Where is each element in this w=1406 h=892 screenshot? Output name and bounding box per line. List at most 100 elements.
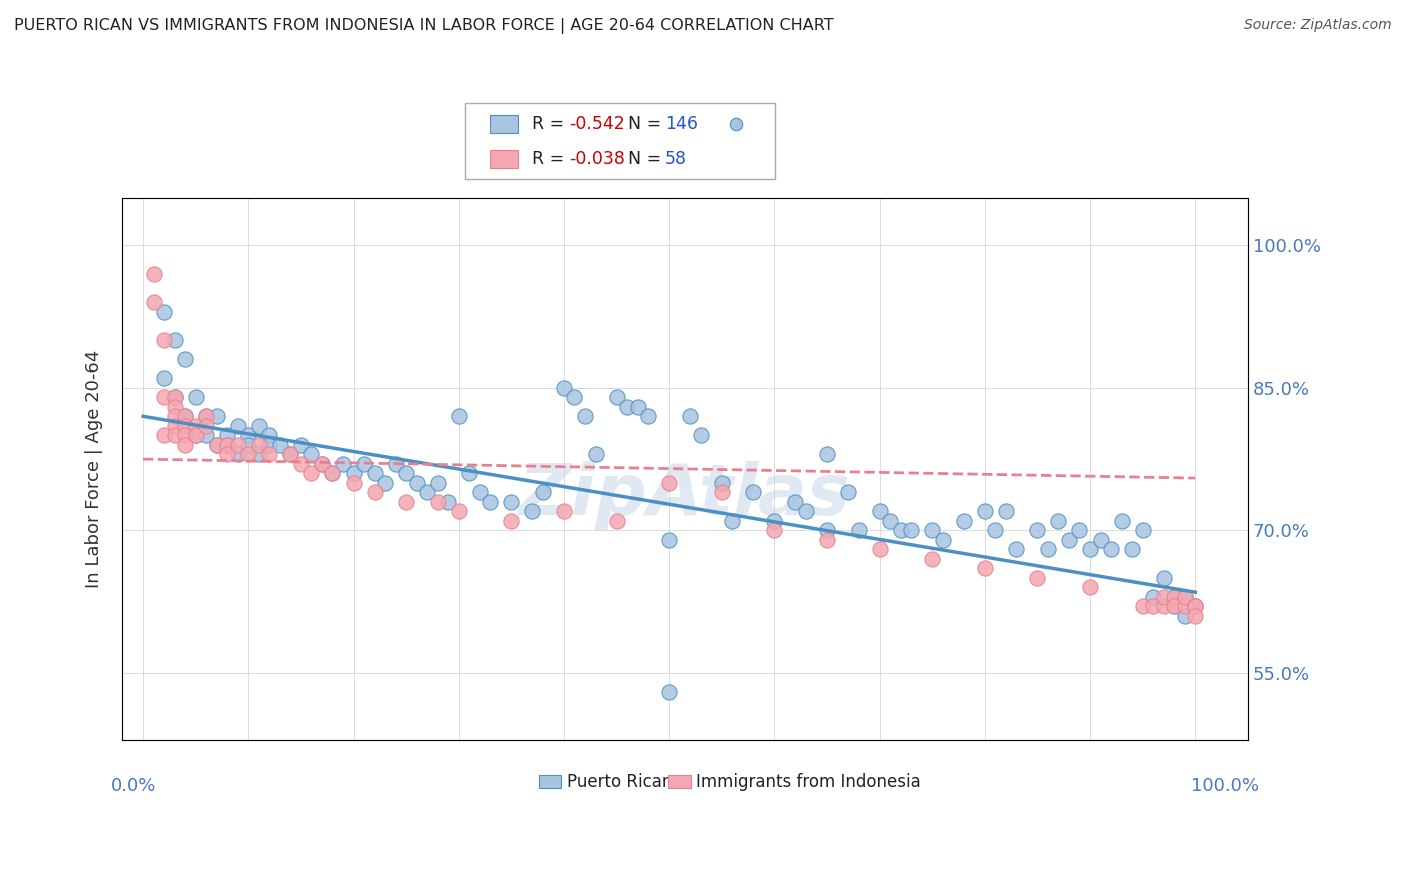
Point (217, 428, 239, 442)
Text: PUERTO RICAN VS IMMIGRANTS FROM INDONESIA IN LABOR FORCE | AGE 20-64 CORRELATION: PUERTO RICAN VS IMMIGRANTS FROM INDONESI… (14, 18, 834, 34)
Point (1153, 599, 1175, 614)
Point (153, 333, 176, 347)
Point (1142, 599, 1164, 614)
Point (848, 524, 870, 538)
Text: Source: ZipAtlas.com: Source: ZipAtlas.com (1244, 18, 1392, 32)
Point (217, 438, 239, 452)
Point (931, 533, 953, 547)
Point (837, 485, 859, 500)
Text: R =: R = (531, 150, 569, 169)
Point (163, 390, 186, 404)
Point (259, 447, 281, 461)
Point (153, 371, 176, 385)
Point (994, 504, 1017, 518)
Point (405, 475, 427, 490)
Text: Immigrants from Indonesia: Immigrants from Indonesia (696, 772, 921, 791)
Point (1132, 599, 1154, 614)
Point (1153, 590, 1175, 604)
Point (301, 447, 323, 461)
Point (153, 428, 176, 442)
Point (142, 267, 165, 281)
Point (531, 485, 554, 500)
Point (1132, 524, 1154, 538)
Point (1184, 599, 1206, 614)
Point (384, 457, 406, 471)
Point (259, 438, 281, 452)
Point (890, 524, 912, 538)
Point (426, 495, 449, 509)
Point (1174, 599, 1197, 614)
Point (742, 485, 765, 500)
Point (163, 428, 186, 442)
Point (574, 409, 596, 424)
Point (606, 390, 628, 404)
Point (153, 390, 176, 404)
Point (921, 524, 943, 538)
Point (710, 485, 733, 500)
Point (921, 552, 943, 566)
Point (163, 418, 186, 433)
Point (447, 504, 470, 518)
Point (973, 561, 995, 575)
FancyBboxPatch shape (538, 775, 561, 789)
Text: R =: R = (531, 115, 569, 133)
Point (174, 409, 197, 424)
Point (1090, 533, 1112, 547)
Point (468, 485, 491, 500)
Point (174, 428, 197, 442)
Point (1047, 514, 1070, 528)
Point (205, 409, 228, 424)
Point (184, 428, 207, 442)
Point (238, 428, 260, 442)
Text: ZipAtlas: ZipAtlas (519, 461, 851, 530)
Text: Puerto Ricans: Puerto Ricans (567, 772, 681, 791)
Point (447, 409, 470, 424)
Point (321, 467, 343, 481)
Point (174, 418, 197, 433)
Point (226, 418, 249, 433)
Point (163, 390, 186, 404)
Point (1184, 599, 1206, 614)
Point (226, 438, 249, 452)
Point (290, 438, 312, 452)
Point (280, 447, 302, 461)
Point (247, 447, 270, 461)
Point (501, 495, 523, 509)
Point (815, 447, 838, 461)
Point (247, 418, 270, 433)
Point (763, 524, 786, 538)
Point (184, 390, 207, 404)
Point (706, 110, 728, 124)
Point (553, 504, 575, 518)
Point (353, 457, 375, 471)
Point (984, 524, 1007, 538)
Text: -0.038: -0.038 (569, 150, 624, 169)
Point (1174, 590, 1197, 604)
Point (426, 475, 449, 490)
Point (142, 295, 165, 310)
Point (153, 304, 176, 318)
Point (311, 457, 333, 471)
Point (564, 390, 586, 404)
Point (1026, 571, 1049, 585)
Point (1121, 542, 1143, 557)
Point (1069, 524, 1091, 538)
Point (332, 457, 354, 471)
Point (626, 400, 648, 414)
Point (1163, 599, 1185, 614)
Point (342, 467, 364, 481)
Point (1184, 609, 1206, 624)
Point (658, 475, 681, 490)
Point (1078, 542, 1101, 557)
Point (815, 524, 838, 538)
Point (616, 400, 638, 414)
Point (952, 514, 974, 528)
Point (479, 495, 502, 509)
Point (195, 428, 218, 442)
Point (522, 504, 544, 518)
Point (869, 542, 891, 557)
Text: N =: N = (627, 115, 666, 133)
Point (163, 333, 186, 347)
Point (205, 438, 228, 452)
Text: 58: 58 (665, 150, 686, 169)
